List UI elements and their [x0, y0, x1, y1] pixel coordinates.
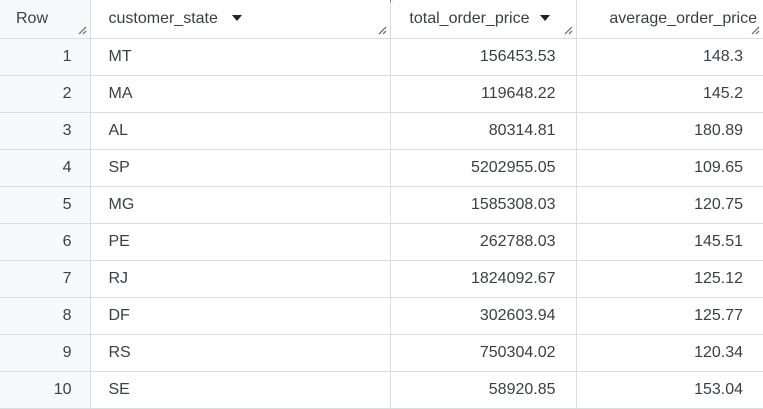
table-row: 6 PE 262788.03 145.51 — [0, 223, 763, 261]
sort-dropdown-icon[interactable] — [231, 14, 242, 21]
total-order-price-cell: 58920.85 — [390, 371, 577, 409]
customer-state-cell: RJ — [90, 260, 391, 298]
total-order-price-cell: 156453.53 — [390, 38, 577, 76]
column-resize-handle-icon[interactable] — [77, 25, 87, 35]
column-resize-handle-icon[interactable] — [750, 25, 760, 35]
table-row: 4 SP 5202955.05 109.65 — [0, 149, 763, 187]
total-order-price-cell: 119648.22 — [390, 75, 577, 113]
row-number-cell: 10 — [0, 371, 91, 409]
row-number-cell: 1 — [0, 38, 91, 76]
average-order-price-cell: 153.04 — [576, 371, 763, 409]
table-row: 2 MA 119648.22 145.2 — [0, 75, 763, 113]
table-row: 8 DF 302603.94 125.77 — [0, 297, 763, 335]
column-header-label: average_order_price — [609, 9, 757, 27]
customer-state-cell: MG — [90, 186, 391, 224]
total-order-price-cell: 1585308.03 — [390, 186, 577, 224]
column-header-total-order-price[interactable]: total_order_price — [390, 0, 577, 39]
column-header-label: total_order_price — [409, 9, 530, 27]
column-header-label: Row — [16, 9, 49, 27]
column-header-customer-state[interactable]: customer_state — [90, 0, 391, 39]
customer-state-cell: DF — [90, 297, 391, 335]
customer-state-cell: SP — [90, 149, 391, 187]
average-order-price-cell: 148.3 — [576, 38, 763, 76]
row-number-cell: 3 — [0, 112, 91, 150]
table-row: 3 AL 80314.81 180.89 — [0, 112, 763, 150]
customer-state-cell: RS — [90, 334, 391, 372]
row-number-cell: 8 — [0, 297, 91, 335]
total-order-price-cell: 80314.81 — [390, 112, 577, 150]
column-header-average-order-price[interactable]: average_order_price — [576, 0, 763, 39]
row-number-cell: 9 — [0, 334, 91, 372]
average-order-price-cell: 120.34 — [576, 334, 763, 372]
table-row: 1 MT 156453.53 148.3 — [0, 38, 763, 76]
table-header-row: Row customer_state total_order_price ave… — [0, 0, 763, 39]
row-number-cell: 5 — [0, 186, 91, 224]
customer-state-cell: AL — [90, 112, 391, 150]
customer-state-cell: MT — [90, 38, 391, 76]
table-row: 9 RS 750304.02 120.34 — [0, 334, 763, 372]
column-header-row: Row — [0, 0, 91, 39]
total-order-price-cell: 750304.02 — [390, 334, 577, 372]
sort-dropdown-icon[interactable] — [539, 14, 550, 21]
table-row: 10 SE 58920.85 153.04 — [0, 371, 763, 409]
row-number-cell: 2 — [0, 75, 91, 113]
column-header-label: customer_state — [108, 9, 218, 27]
average-order-price-cell: 145.2 — [576, 75, 763, 113]
total-order-price-cell: 5202955.05 — [390, 149, 577, 187]
average-order-price-cell: 125.77 — [576, 297, 763, 335]
average-order-price-cell: 109.65 — [576, 149, 763, 187]
column-resize-handle-icon[interactable] — [377, 25, 387, 35]
average-order-price-cell: 125.12 — [576, 260, 763, 298]
row-number-cell: 4 — [0, 149, 91, 187]
average-order-price-cell: 180.89 — [576, 112, 763, 150]
total-order-price-cell: 1824092.67 — [390, 260, 577, 298]
row-number-cell: 7 — [0, 260, 91, 298]
average-order-price-cell: 145.51 — [576, 223, 763, 261]
customer-state-cell: MA — [90, 75, 391, 113]
customer-state-cell: PE — [90, 223, 391, 261]
table-row: 5 MG 1585308.03 120.75 — [0, 186, 763, 224]
total-order-price-cell: 302603.94 — [390, 297, 577, 335]
table-row: 7 RJ 1824092.67 125.12 — [0, 260, 763, 298]
column-resize-handle-icon[interactable] — [563, 25, 573, 35]
average-order-price-cell: 120.75 — [576, 186, 763, 224]
customer-state-cell: SE — [90, 371, 391, 409]
row-number-cell: 6 — [0, 223, 91, 261]
total-order-price-cell: 262788.03 — [390, 223, 577, 261]
